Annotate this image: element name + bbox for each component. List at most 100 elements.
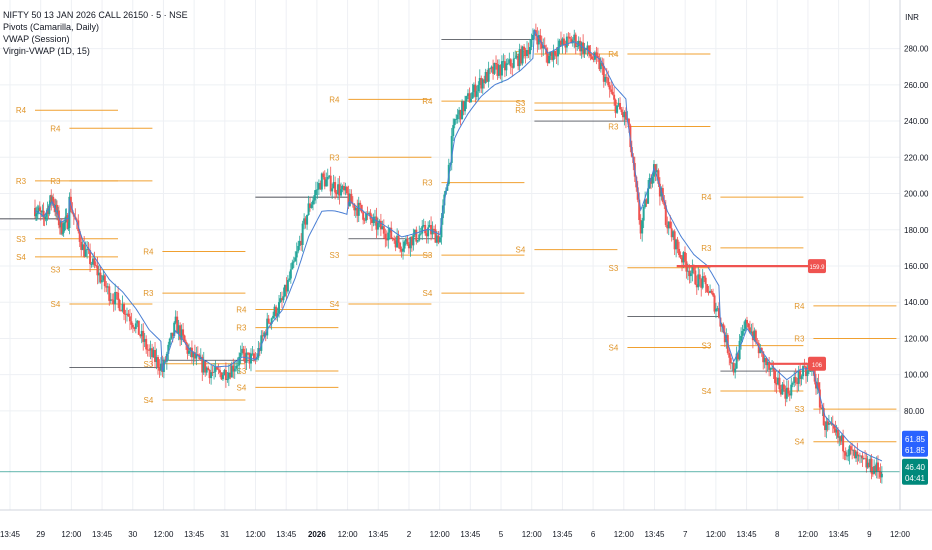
candle-body	[115, 292, 118, 293]
camarilla-pivots: R4R3S3S4R4R3S3S4R4R3S3S4R4R3S3S4R4R3S3S4…	[16, 50, 897, 447]
price-tag-box	[902, 430, 928, 457]
candle-body	[236, 365, 239, 367]
time-tick-label: 29	[36, 530, 45, 539]
time-tick-label: 7	[683, 530, 688, 539]
candle-body	[344, 186, 347, 191]
candle-body	[83, 244, 86, 257]
candle-body	[468, 93, 471, 103]
candle-body	[694, 270, 697, 285]
candle-body	[146, 349, 149, 351]
price-tag-box	[902, 458, 928, 485]
pivot-label-r4: R4	[422, 97, 433, 106]
candle-body	[450, 135, 453, 163]
candle-body	[558, 40, 561, 48]
candle-body	[759, 347, 762, 354]
candle-body	[297, 245, 300, 252]
candle-body	[788, 393, 791, 396]
candle-body	[151, 348, 154, 358]
candle-body	[713, 295, 716, 312]
candle-body	[469, 98, 472, 103]
candle-body	[224, 369, 227, 380]
price-axis[interactable]: INR 80.00 100.00 120.00 140.00 160.00 180.00 20…	[0, 0, 932, 511]
time-tick-label: 13:45	[368, 530, 389, 539]
candle-body	[227, 372, 230, 379]
candle-body	[537, 35, 540, 45]
candle-body	[316, 189, 319, 191]
indicator-vwap[interactable]: VWAP (Session)	[3, 34, 70, 44]
candle-body	[814, 381, 817, 389]
candle-body	[627, 118, 630, 126]
candle-body	[404, 238, 407, 242]
candle-body	[652, 164, 655, 177]
candle-body	[418, 234, 421, 241]
candle-body	[232, 365, 235, 372]
candle-body	[493, 62, 496, 74]
candle-body	[317, 183, 320, 190]
candle-body	[456, 114, 459, 120]
pivot-label-s4: S4	[795, 438, 805, 447]
candle-body	[797, 370, 800, 384]
candle-body	[672, 231, 675, 238]
candle-body	[552, 50, 555, 60]
pivot-label-r4: R4	[50, 124, 61, 133]
candle-body	[322, 173, 325, 178]
candle-body	[865, 458, 868, 468]
indicator-virgin-vwap[interactable]: Virgin-VWAP (1D, 15)	[3, 46, 90, 56]
candle-body	[390, 227, 393, 239]
candle-body	[62, 222, 65, 233]
candle-body	[847, 455, 850, 457]
indicator-pivots[interactable]: Pivots (Camarilla, Daily)	[3, 22, 100, 32]
candle-body	[75, 219, 78, 221]
candle-body	[483, 79, 486, 84]
price-tick-label: 120.00	[904, 334, 929, 343]
time-axis[interactable]: 13:45 29 12:00 13:45 30 12:00 13:45 31 12:00 13:4…	[0, 530, 911, 539]
pivot-label-r3: R3	[422, 179, 433, 188]
candle-body	[779, 389, 782, 395]
candle-body	[387, 232, 390, 241]
pivot-label-s4: S4	[144, 396, 154, 405]
candle-body	[524, 49, 527, 56]
candle-body	[820, 407, 823, 409]
candle-body	[229, 372, 232, 378]
candle-body	[410, 236, 413, 246]
candle-body	[86, 248, 89, 250]
candle-body	[604, 77, 607, 82]
candle-body	[102, 275, 105, 281]
candle-body	[461, 101, 464, 120]
candle-body	[621, 112, 624, 118]
candle-body	[607, 77, 610, 86]
candle-body	[864, 458, 867, 460]
candle-body	[437, 235, 440, 243]
candle-body	[639, 220, 642, 234]
candle-body	[314, 189, 317, 196]
pivot-label-r3: R3	[50, 177, 61, 186]
time-tick-label: 13:45	[460, 530, 481, 539]
pivot-label-r4: R4	[143, 247, 154, 256]
candle-body	[624, 111, 627, 120]
pivot-label-s4: S4	[609, 343, 619, 352]
candle-body	[477, 84, 480, 92]
candle-body	[825, 421, 828, 431]
candle-body	[805, 366, 808, 377]
candle-body	[794, 377, 797, 383]
candle-body	[527, 50, 530, 55]
candle-body	[428, 225, 431, 228]
symbol-title[interactable]: NIFTY 50 13 JAN 2026 CALL 26150 · 5 · NS…	[3, 10, 188, 20]
candle-body	[512, 58, 515, 68]
candle-body	[692, 267, 695, 271]
candle-body	[112, 300, 115, 305]
candle-body	[78, 231, 81, 242]
candle-body	[557, 47, 560, 57]
time-tick-label: 12:00	[614, 530, 635, 539]
candle-body	[714, 308, 717, 312]
candle-body	[347, 193, 350, 206]
candle-body	[415, 229, 418, 242]
candle-body	[582, 42, 585, 54]
candle-body	[768, 361, 771, 370]
time-tick-label: 31	[220, 530, 229, 539]
candle-body	[620, 109, 623, 113]
candles[interactable]	[34, 23, 883, 484]
candle-body	[207, 367, 210, 370]
pivot-label-s4: S4	[516, 246, 526, 255]
